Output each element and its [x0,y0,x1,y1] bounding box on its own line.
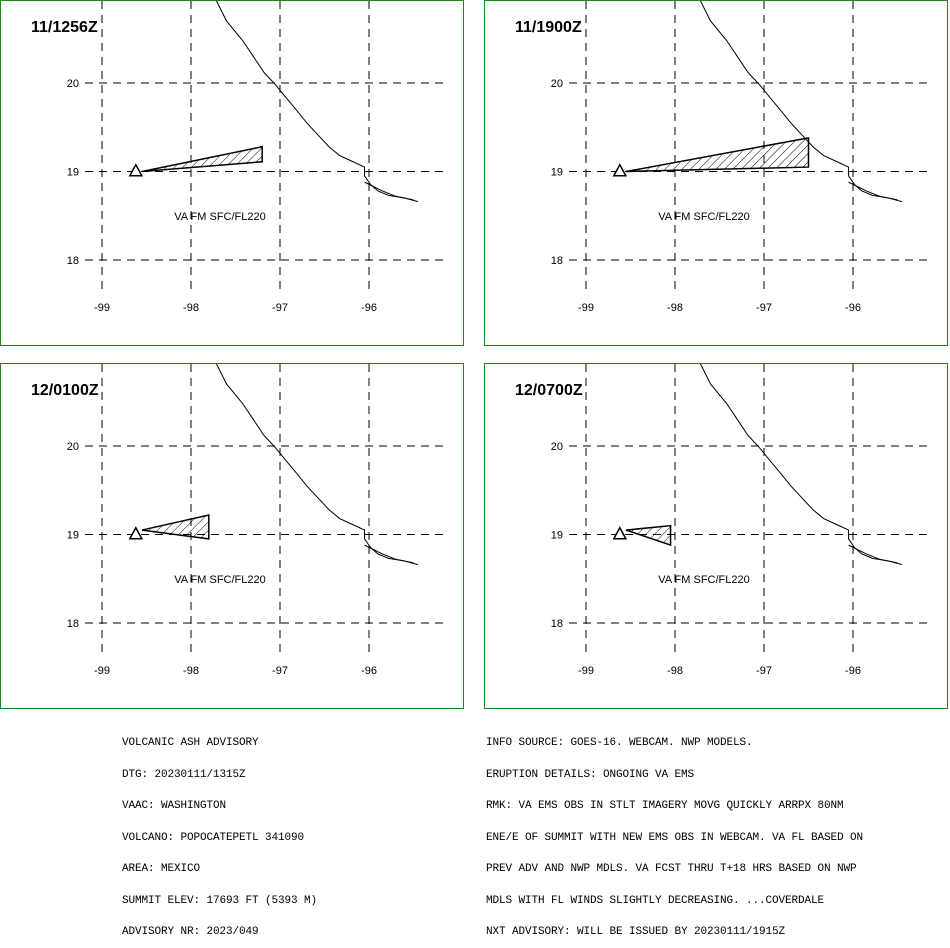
lon-tick-label: -99 [94,302,110,314]
forecast-panel-4: 20 19 18 -99 -98 -97 -96 VA FM SFC/FL220 12/070… [484,363,948,709]
lon-tick-label: -98 [667,302,683,314]
lat-tick-label: 18 [67,255,79,267]
advisory-line: VOLCANIC ASH ADVISORY [122,737,259,749]
coastline-lagoon [848,544,898,564]
advisory-header-block: VOLCANIC ASH ADVISORY DTG: 20230111/1315… [122,717,317,948]
advisory-line: VAAC: WASHINGTON [122,800,227,812]
lon-tick-label: -98 [667,665,683,677]
volcano-triangle-icon [612,163,628,177]
va-level-label: VA FM SFC/FL220 [174,574,266,586]
lat-tick-label: 19 [551,530,563,542]
advisory-line: SUMMIT ELEV: 17693 FT (5393 M) [122,894,318,907]
lat-tick-label: 20 [67,441,79,453]
lon-tick-label: -97 [756,665,772,677]
advisory-line: MDLS WITH FL WINDS SLIGHTLY DECREASING. … [486,894,825,907]
map-3: 20 19 18 -99 -98 -97 -96 VA FM SFC/FL220 [67,364,445,677]
lon-tick-label: -96 [361,302,377,314]
lat-tick-label: 20 [551,441,563,453]
ash-cloud-polygon [141,514,210,540]
lon-tick-label: -99 [578,665,594,677]
coastline [215,1,419,203]
volcano-triangle-icon [612,526,628,540]
lon-tick-label: -96 [845,302,861,314]
forecast-panel-3: 20 19 18 -99 -98 -97 -96 VA FM SFC/FL220 12/010… [0,363,464,709]
map-2: 20 19 18 -99 -98 -97 -96 VA FM SFC/FL220 [551,1,929,314]
advisory-line: PREV ADV AND NWP MDLS. VA FCST THRU T+18… [486,863,857,875]
lon-tick-label: -97 [272,302,288,314]
lon-tick-label: -96 [361,665,377,677]
advisory-line: ADVISORY NR: 2023/049 [122,926,259,938]
lat-tick-label: 20 [551,78,563,90]
lat-tick-label: 19 [551,167,563,179]
advisory-line: DTG: 20230111/1315Z [122,768,246,781]
lon-tick-label: -97 [272,665,288,677]
panel-title: 11/1900Z [515,19,582,36]
lat-tick-label: 19 [67,167,79,179]
lat-tick-label: 18 [551,618,563,630]
va-level-label: VA FM SFC/FL220 [658,574,750,586]
panel-title: 12/0700Z [515,382,583,399]
advisory-line: RMK: VA EMS OBS IN STLT IMAGERY MOVG QUI… [486,800,844,812]
coastline-lagoon [848,181,898,201]
coastline [215,364,419,566]
forecast-panel-2: 20 19 18 -99 -98 -97 -96 VA FM SFC/FL220 11/190… [484,0,948,346]
advisory-line: INFO SOURCE: GOES-16. WEBCAM. NWP MODELS… [486,737,753,749]
advisory-line: NXT ADVISORY: WILL BE ISSUED BY 20230111… [486,926,786,938]
lat-tick-label: 18 [551,255,563,267]
coastline-lagoon [364,181,414,201]
lon-tick-label: -98 [183,665,199,677]
coastline [699,364,903,566]
coastline-lagoon [364,544,414,564]
advisory-line: ERUPTION DETAILS: ONGOING VA EMS [486,768,695,781]
volcano-triangle-icon [128,526,144,540]
lon-tick-label: -96 [845,665,861,677]
ash-cloud-polygon [141,145,263,173]
forecast-panel-1: 20 19 18 -99 -98 -97 -96 VA FM SFC/FL220 11/125… [0,0,464,346]
ash-cloud-polygon [625,524,672,547]
advisory-line: VOLCANO: POPOCATEPETL 341090 [122,831,305,844]
lat-tick-label: 18 [67,618,79,630]
coastline [699,1,903,203]
panel-title: 12/0100Z [31,382,99,399]
lon-tick-label: -97 [756,302,772,314]
va-level-label: VA FM SFC/FL220 [658,211,750,223]
lon-tick-label: -99 [94,665,110,677]
map-4: 20 19 18 -99 -98 -97 -96 VA FM SFC/FL220 [551,364,929,677]
volcano-triangle-icon [128,163,144,177]
advisory-remarks-block: INFO SOURCE: GOES-16. WEBCAM. NWP MODELS… [486,717,863,948]
lat-tick-label: 20 [67,78,79,90]
ash-cloud-polygon [625,136,810,173]
advisory-line: AREA: MEXICO [122,863,201,875]
va-level-label: VA FM SFC/FL220 [174,211,266,223]
lon-tick-label: -99 [578,302,594,314]
lon-tick-label: -98 [183,302,199,314]
map-1: 20 19 18 -99 -98 -97 -96 VA FM SFC/FL220 [67,1,445,314]
advisory-line: ENE/E OF SUMMIT WITH NEW EMS OBS IN WEBC… [486,831,864,844]
panel-title: 11/1256Z [31,19,98,36]
lat-tick-label: 19 [67,530,79,542]
